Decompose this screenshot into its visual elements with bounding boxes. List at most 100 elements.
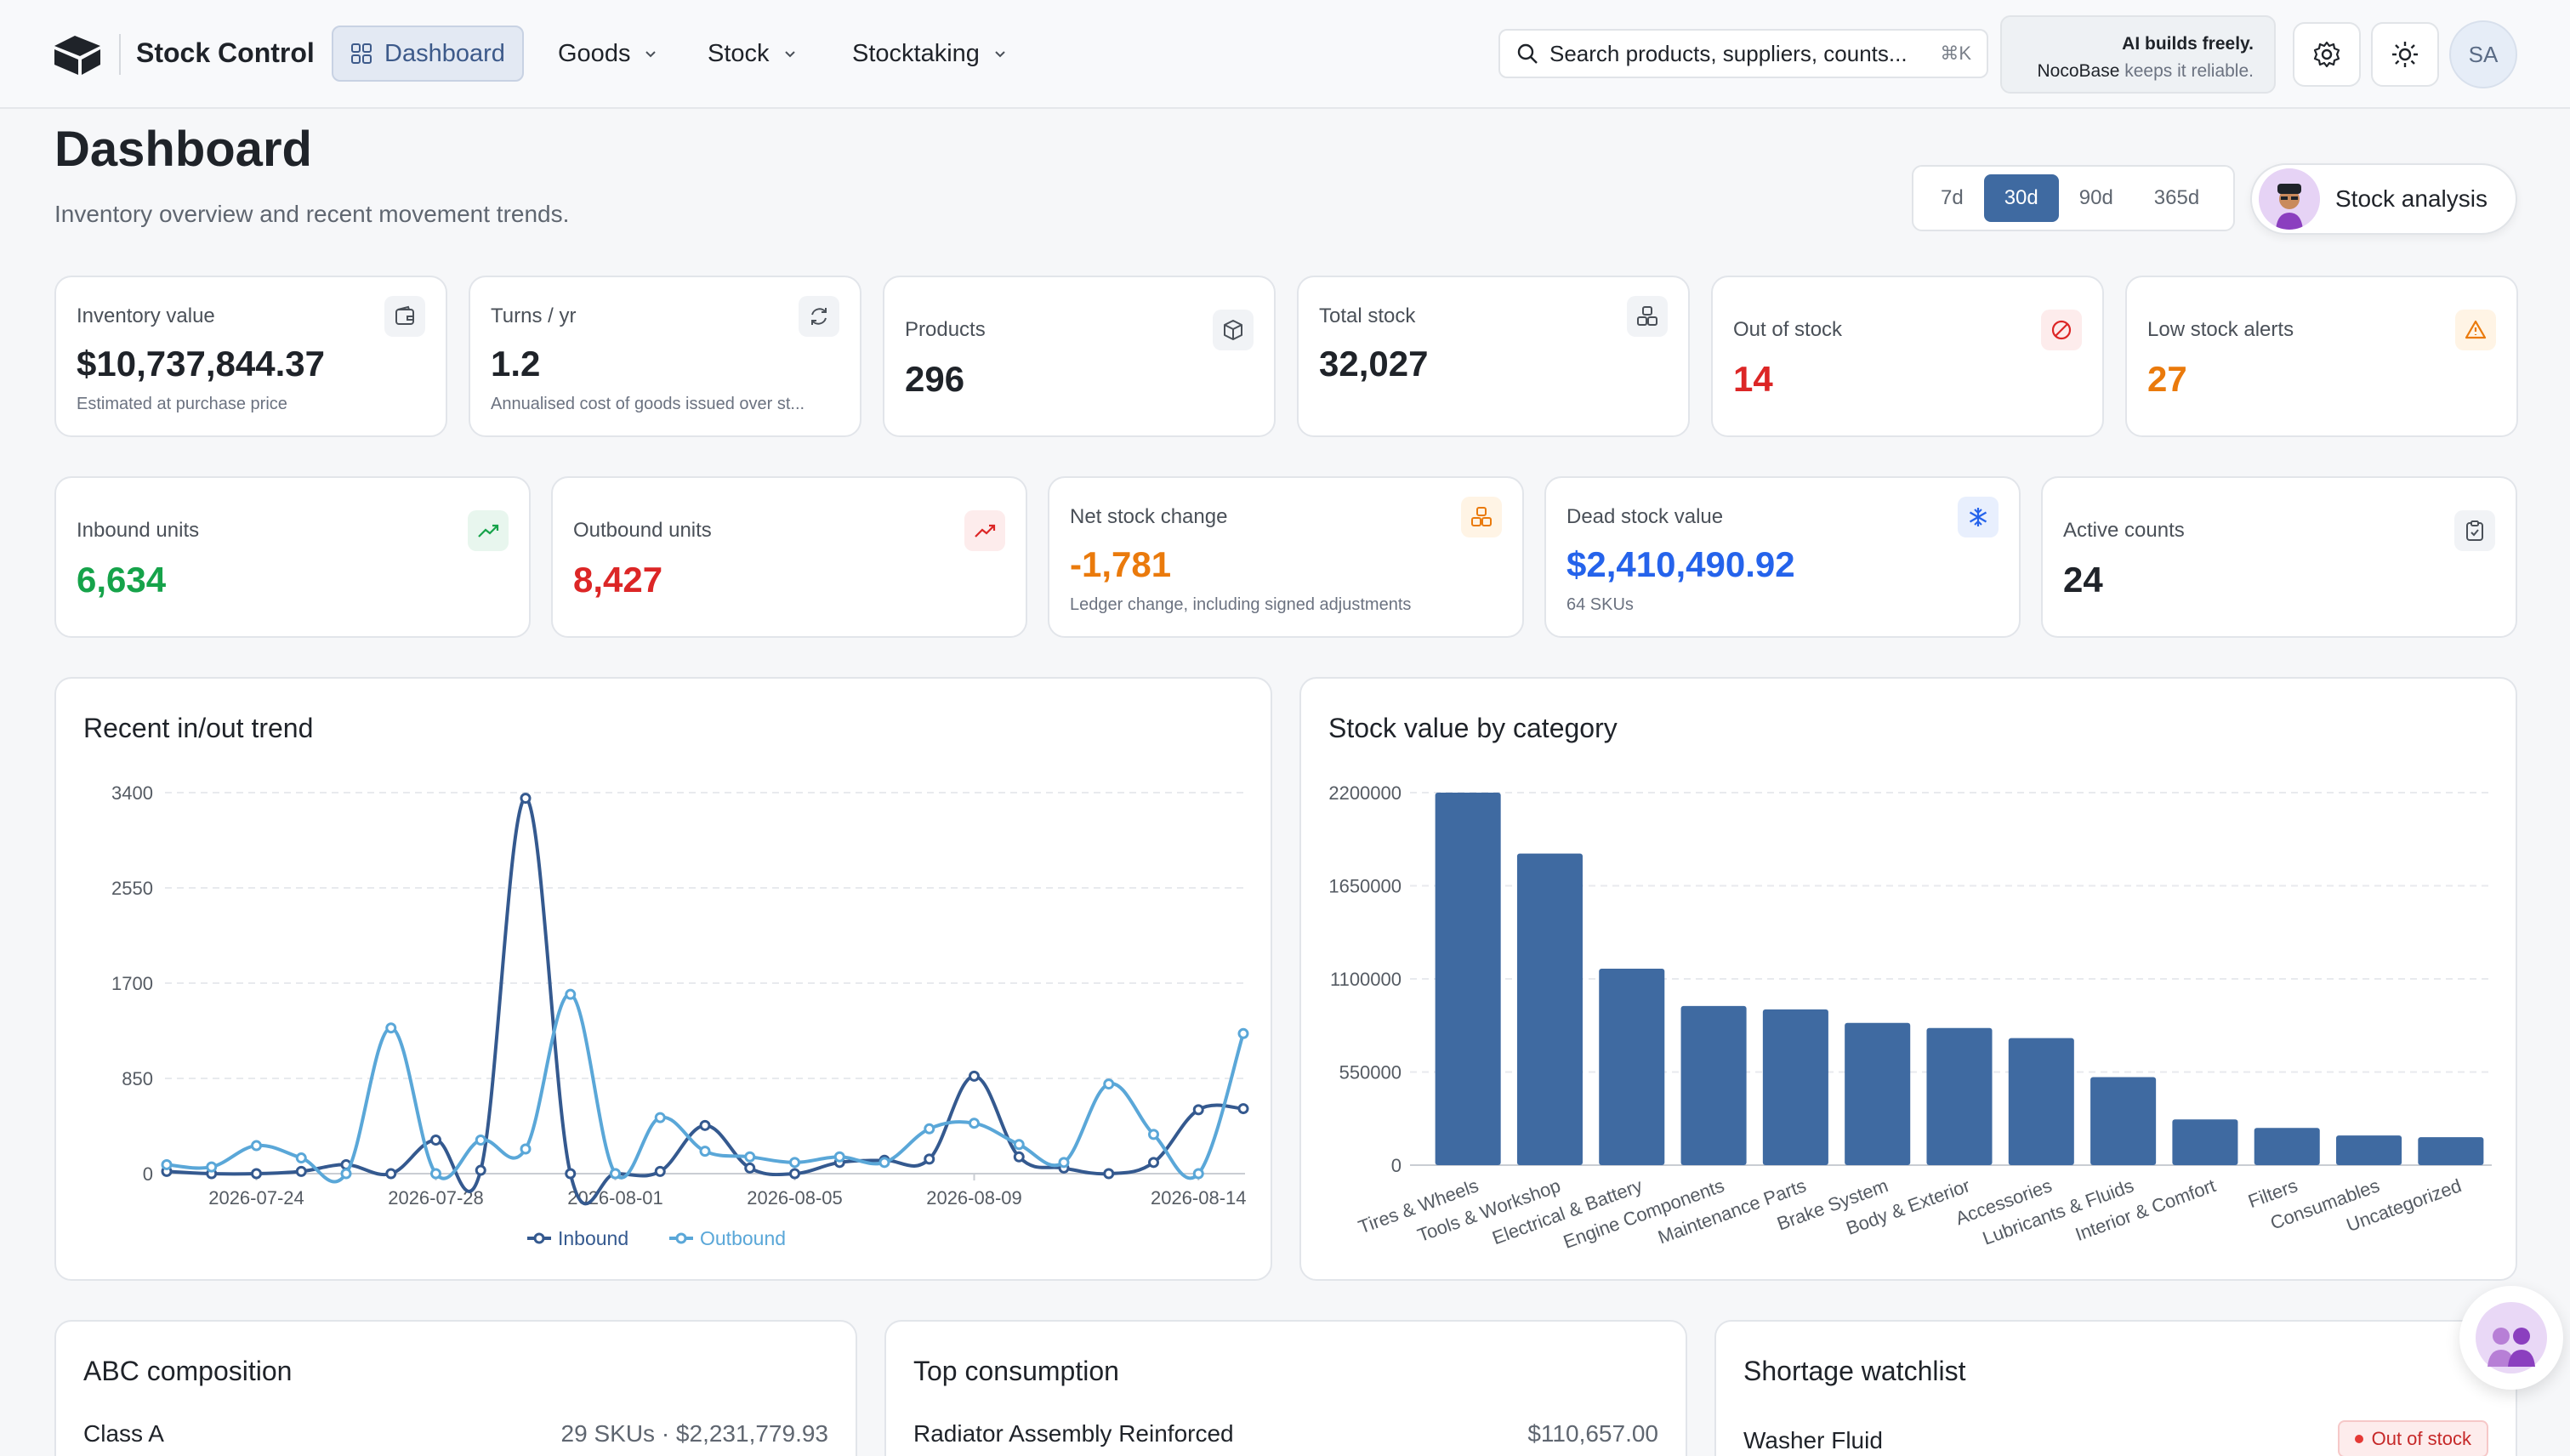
data-point[interactable] bbox=[699, 1146, 711, 1157]
legend-label[interactable]: Inbound bbox=[558, 1227, 628, 1249]
settings-button[interactable] bbox=[2293, 22, 2361, 87]
data-point[interactable] bbox=[924, 1123, 935, 1135]
data-point[interactable] bbox=[1058, 1157, 1070, 1169]
bar[interactable] bbox=[2008, 1038, 2074, 1165]
data-point[interactable] bbox=[1148, 1129, 1159, 1140]
nav-goods-label: Goods bbox=[558, 39, 631, 67]
page-title: Dashboard bbox=[54, 122, 312, 177]
data-point[interactable] bbox=[699, 1119, 711, 1131]
range-30d[interactable]: 30d bbox=[1983, 174, 2059, 222]
data-point[interactable] bbox=[1237, 1103, 1249, 1115]
list-item[interactable]: Class A 29 SKUs · $2,231,779.93 bbox=[83, 1420, 828, 1447]
data-point[interactable] bbox=[744, 1162, 756, 1174]
data-point[interactable] bbox=[565, 1168, 577, 1180]
data-point[interactable] bbox=[295, 1152, 307, 1164]
data-point[interactable] bbox=[878, 1157, 890, 1169]
range-365d[interactable]: 365d bbox=[2153, 186, 2200, 209]
y-tick-label: 1700 bbox=[111, 973, 153, 994]
bar[interactable] bbox=[2418, 1137, 2484, 1165]
y-tick-label: 550000 bbox=[1339, 1062, 1402, 1083]
data-point[interactable] bbox=[1013, 1151, 1025, 1163]
data-point[interactable] bbox=[206, 1161, 218, 1173]
promo-line2-rest: keeps it reliable. bbox=[2119, 61, 2254, 81]
stat-products: Products 296 bbox=[883, 276, 1276, 437]
data-point[interactable] bbox=[1192, 1168, 1204, 1180]
list-item[interactable]: Washer Fluid bbox=[1743, 1427, 2488, 1454]
data-point[interactable] bbox=[251, 1140, 262, 1152]
data-point[interactable] bbox=[475, 1134, 486, 1146]
search-input[interactable]: Search products, suppliers, counts... ⌘K bbox=[1498, 29, 1988, 78]
range-90d[interactable]: 90d bbox=[2078, 186, 2113, 209]
gear-icon bbox=[2313, 41, 2340, 68]
data-point[interactable] bbox=[969, 1118, 980, 1129]
nav-stock[interactable]: Stock bbox=[691, 26, 816, 82]
data-point[interactable] bbox=[924, 1153, 935, 1165]
abc-panel-title: ABC composition bbox=[83, 1356, 293, 1386]
bar[interactable] bbox=[2254, 1128, 2320, 1165]
data-point[interactable] bbox=[969, 1070, 980, 1082]
bar[interactable] bbox=[1926, 1027, 1993, 1165]
data-point[interactable] bbox=[1013, 1139, 1025, 1151]
data-point[interactable] bbox=[430, 1168, 441, 1180]
grid-icon bbox=[351, 43, 372, 64]
nav-dashboard[interactable]: Dashboard bbox=[332, 26, 524, 82]
assistant-avatar-icon bbox=[2259, 168, 2320, 230]
legend-label[interactable]: Outbound bbox=[700, 1227, 786, 1249]
data-point[interactable] bbox=[385, 1022, 397, 1034]
bar[interactable] bbox=[1845, 1022, 1911, 1165]
promo-brand: NocoBase bbox=[2037, 61, 2120, 81]
bar[interactable] bbox=[2090, 1077, 2157, 1165]
ai-assistant-button[interactable] bbox=[2459, 1286, 2563, 1390]
data-point[interactable] bbox=[1237, 1027, 1249, 1039]
data-point[interactable] bbox=[161, 1158, 173, 1170]
data-point[interactable] bbox=[520, 1143, 532, 1155]
stock-analysis-button[interactable]: Stock analysis bbox=[2250, 163, 2517, 235]
stat-value: 14 bbox=[1733, 359, 1773, 399]
bar[interactable] bbox=[1599, 969, 1665, 1165]
theme-toggle-button[interactable] bbox=[2371, 22, 2439, 87]
app-logo[interactable] bbox=[51, 31, 104, 78]
time-range-selector: 7d 30d 90d 365d bbox=[1912, 165, 2235, 231]
stat-low-stock: Low stock alerts 27 bbox=[2125, 276, 2518, 437]
data-point[interactable] bbox=[475, 1164, 486, 1176]
data-point[interactable] bbox=[654, 1112, 666, 1123]
bar[interactable] bbox=[2336, 1135, 2402, 1165]
nav-goods[interactable]: Goods bbox=[541, 26, 676, 82]
data-point[interactable] bbox=[430, 1134, 441, 1146]
data-point[interactable] bbox=[1192, 1104, 1204, 1116]
legend-marker bbox=[533, 1232, 545, 1244]
data-point[interactable] bbox=[1103, 1078, 1115, 1090]
data-point[interactable] bbox=[520, 793, 532, 805]
promo-banner[interactable]: AI builds freely. NocoBase keeps it reli… bbox=[2000, 15, 2276, 94]
data-point[interactable] bbox=[251, 1168, 262, 1180]
bar[interactable] bbox=[1762, 1009, 1828, 1165]
list-item[interactable]: Radiator Assembly Reinforced $110,657.00 bbox=[913, 1420, 1658, 1447]
bar[interactable] bbox=[2172, 1119, 2238, 1165]
promo-line1: AI builds freely. bbox=[2122, 34, 2254, 54]
user-avatar[interactable]: SA bbox=[2449, 20, 2517, 88]
series-line-inbound[interactable] bbox=[166, 796, 1244, 1206]
top-item-name: Radiator Assembly Reinforced bbox=[913, 1420, 1234, 1447]
data-point[interactable] bbox=[654, 1165, 666, 1177]
stat-value: $10,737,844.37 bbox=[77, 344, 325, 384]
data-point[interactable] bbox=[295, 1165, 307, 1177]
data-point[interactable] bbox=[1103, 1168, 1115, 1180]
bar[interactable] bbox=[1680, 1005, 1747, 1165]
data-point[interactable] bbox=[833, 1151, 845, 1163]
range-7d[interactable]: 7d bbox=[1941, 186, 1964, 209]
bar[interactable] bbox=[1516, 853, 1583, 1165]
bar[interactable] bbox=[1435, 793, 1501, 1165]
data-point[interactable] bbox=[610, 1168, 621, 1180]
nav-stocktaking[interactable]: Stocktaking bbox=[835, 26, 1026, 82]
x-tick-label: 2026-08-14 bbox=[1151, 1187, 1247, 1209]
data-point[interactable] bbox=[789, 1168, 800, 1180]
data-point[interactable] bbox=[1148, 1157, 1159, 1169]
data-point[interactable] bbox=[789, 1157, 800, 1169]
data-point[interactable] bbox=[340, 1168, 352, 1180]
boxes-orange-icon bbox=[1461, 497, 1502, 537]
data-point[interactable] bbox=[565, 988, 577, 1000]
data-point[interactable] bbox=[385, 1168, 397, 1180]
data-point[interactable] bbox=[744, 1151, 756, 1163]
